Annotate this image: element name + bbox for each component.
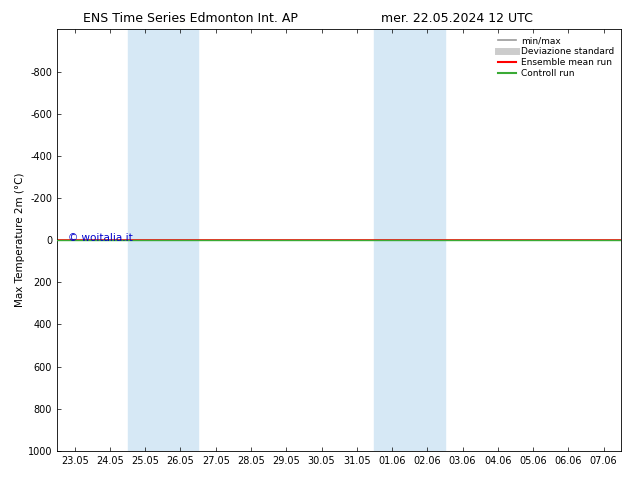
Y-axis label: Max Temperature 2m (°C): Max Temperature 2m (°C) [15,173,25,307]
Bar [375,29,445,451]
Text: mer. 22.05.2024 12 UTC: mer. 22.05.2024 12 UTC [380,12,533,25]
Text: ENS Time Series Edmonton Int. AP: ENS Time Series Edmonton Int. AP [83,12,297,25]
Bar [127,29,198,451]
Legend: min/max, Deviazione standard, Ensemble mean run, Controll run: min/max, Deviazione standard, Ensemble m… [496,34,617,81]
Text: © woitalia.it: © woitalia.it [68,233,133,243]
